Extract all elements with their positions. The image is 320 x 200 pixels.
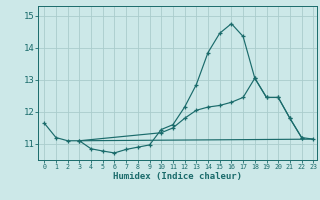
X-axis label: Humidex (Indice chaleur): Humidex (Indice chaleur) (113, 172, 242, 181)
